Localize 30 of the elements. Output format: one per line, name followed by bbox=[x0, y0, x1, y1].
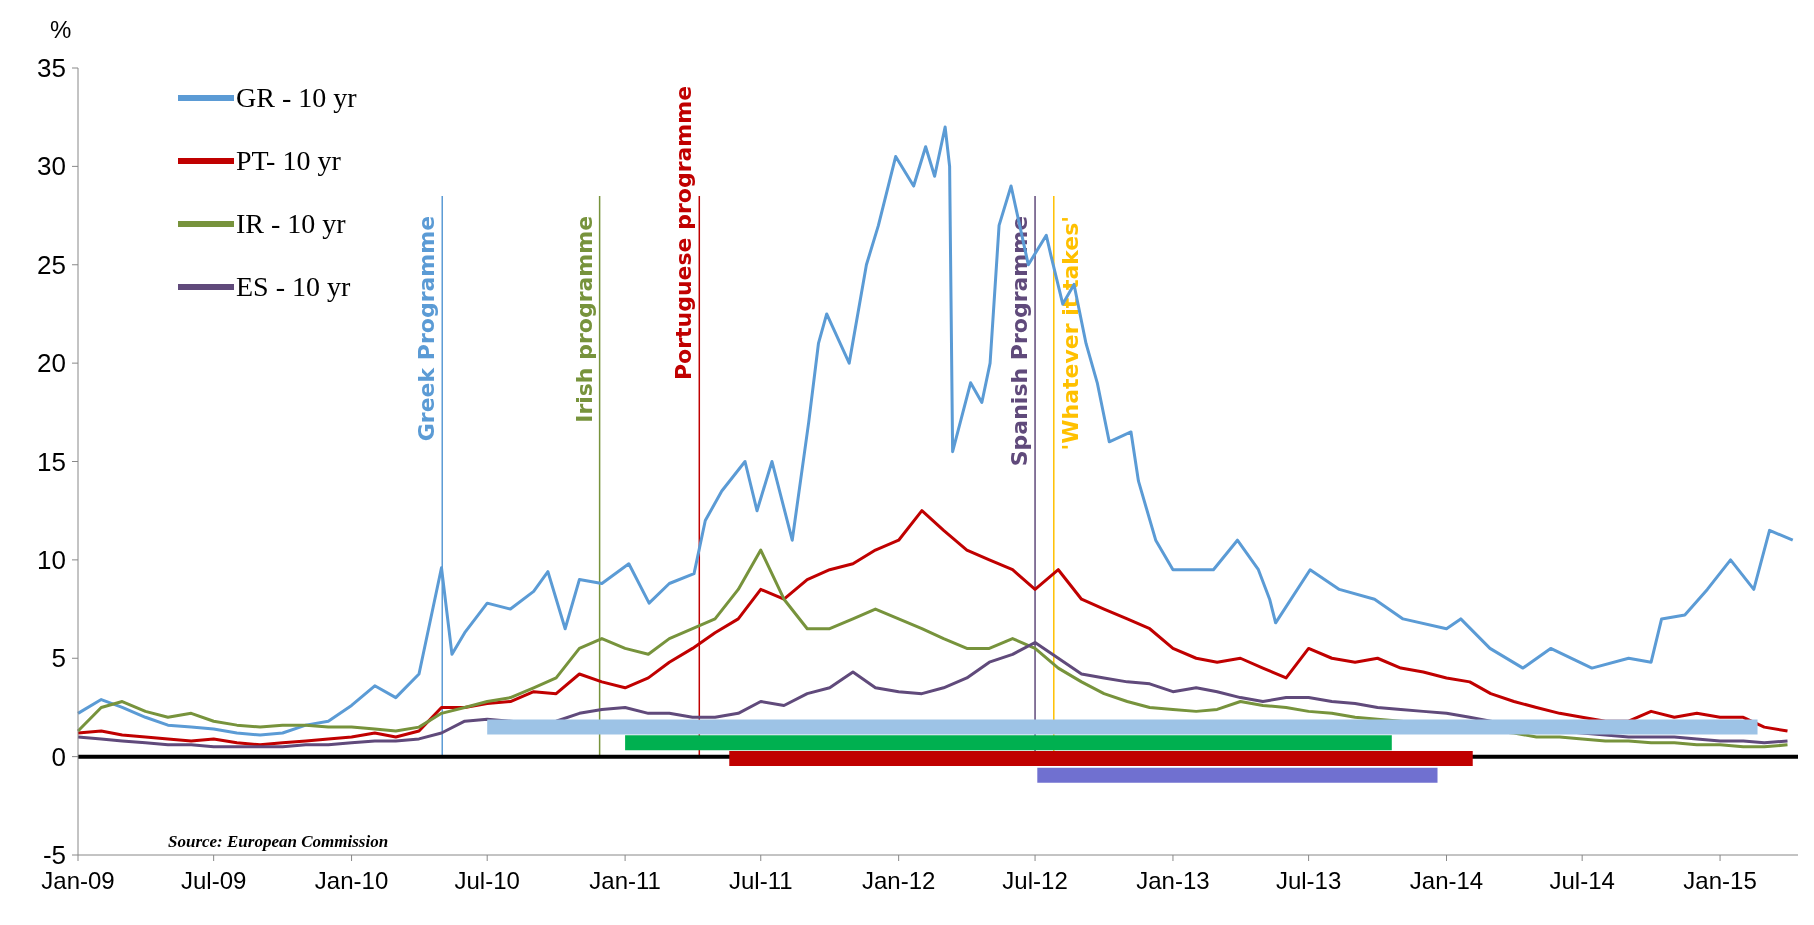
x-tick-label: Jan-10 bbox=[314, 867, 389, 894]
x-tick-label: Jan-13 bbox=[1136, 867, 1210, 894]
legend-label: IR - 10 yr bbox=[236, 208, 347, 239]
y-tick-label: 20 bbox=[37, 348, 66, 379]
y-axis-title: % bbox=[50, 16, 72, 43]
x-tick-label: Jul-14 bbox=[1549, 867, 1615, 894]
x-tick-label: Jan-15 bbox=[1683, 867, 1757, 894]
x-tick-label: Jan-14 bbox=[1409, 867, 1484, 894]
y-tick-label: 5 bbox=[51, 643, 66, 674]
y-tick-label: 0 bbox=[51, 741, 66, 772]
x-tick-label: Jul-12 bbox=[1002, 867, 1068, 894]
ref-line-label: Spanish Programme bbox=[1007, 215, 1033, 467]
y-tick-label: 10 bbox=[37, 544, 66, 575]
legend-label: PT- 10 yr bbox=[236, 145, 342, 176]
x-tick-label: Jan-11 bbox=[589, 867, 661, 894]
annotation: Source: European Commission bbox=[168, 832, 389, 851]
ref-line-label: Greek Programme bbox=[414, 215, 440, 442]
legend-label: GR - 10 yr bbox=[236, 82, 358, 113]
x-tick-label: Jul-10 bbox=[454, 867, 520, 894]
ref-line-label: Irish programme bbox=[571, 215, 597, 423]
legend-label: ES - 10 yr bbox=[236, 271, 351, 302]
x-tick-label: Jan-12 bbox=[861, 867, 936, 894]
x-tick-label: Jul-13 bbox=[1275, 867, 1342, 894]
y-tick-label: 30 bbox=[37, 151, 66, 182]
y-tick-label: 35 bbox=[37, 53, 66, 84]
y-tick-label: 15 bbox=[37, 446, 66, 477]
x-tick-label: Jul-11 bbox=[728, 867, 793, 894]
ref-line-label: Portuguese programme bbox=[671, 85, 697, 381]
y-tick-label: 25 bbox=[37, 249, 66, 280]
x-tick-label: Jul-09 bbox=[180, 867, 247, 894]
